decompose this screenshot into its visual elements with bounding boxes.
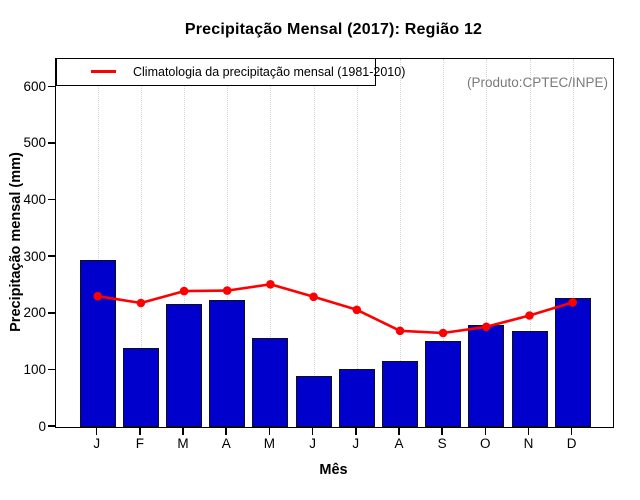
x-tick-label: A — [221, 436, 231, 451]
grid-line — [399, 59, 401, 427]
grid-line — [97, 59, 99, 427]
x-tick-label: J — [352, 436, 360, 451]
bar-A-4 — [209, 299, 246, 427]
grid-line — [529, 59, 531, 427]
x-tick-label: M — [263, 436, 276, 451]
x-tick-label: N — [523, 436, 534, 451]
x-tick-label: F — [135, 436, 144, 451]
climatology-point — [395, 326, 405, 336]
x-tick-label: D — [566, 436, 577, 451]
y-tick — [48, 312, 55, 314]
grid-line — [313, 59, 315, 427]
climatology-line — [97, 283, 574, 335]
y-tick-label: 200 — [23, 305, 46, 321]
plot-area: Climatologia da precipitação mensal (198… — [55, 57, 614, 428]
x-tick — [225, 427, 227, 435]
y-tick-label: 500 — [23, 135, 46, 151]
y-tick-label: 100 — [23, 361, 46, 377]
grid-line — [140, 59, 142, 427]
y-tick — [48, 142, 55, 144]
bar-M-5 — [252, 338, 289, 427]
product-annotation: (Produto:CPTEC/INPE) — [466, 75, 608, 90]
bar-J-1 — [79, 259, 116, 427]
x-tick — [182, 427, 184, 435]
grid-line — [184, 59, 186, 427]
legend-box: Climatologia da precipitação mensal (198… — [56, 57, 405, 86]
y-tick-label: 400 — [23, 192, 46, 208]
climatology-point — [222, 286, 232, 295]
y-tick-label: 0 — [38, 418, 46, 434]
x-tick-label: J — [93, 436, 101, 451]
gridlines-layer — [56, 59, 613, 427]
climatology-point — [438, 328, 448, 338]
bar-D-12 — [554, 298, 591, 427]
grid-line — [443, 59, 445, 427]
x-tick-label: J — [309, 436, 316, 451]
x-tick — [268, 427, 271, 435]
y-tick — [48, 255, 55, 257]
y-tick — [48, 425, 55, 427]
climatology-point — [482, 322, 491, 332]
legend-line-swatch — [91, 70, 116, 73]
x-tick — [139, 427, 141, 435]
climatology-point — [266, 280, 275, 289]
climatology-line-layer — [93, 280, 577, 338]
y-tick-label: 300 — [23, 248, 46, 264]
climatology-point — [136, 298, 146, 308]
bar-A-8 — [381, 361, 418, 427]
bar-J-7 — [338, 369, 375, 427]
x-tick — [527, 427, 530, 435]
x-tick — [484, 427, 487, 435]
y-tick — [48, 198, 55, 201]
y-tick — [48, 85, 55, 88]
bar-S-9 — [425, 340, 462, 427]
grid-line — [227, 59, 229, 427]
grid-line — [572, 59, 574, 427]
x-tick-label: O — [480, 436, 491, 451]
x-tick — [355, 427, 357, 435]
climatology-point — [352, 305, 362, 315]
bar-O-10 — [468, 324, 505, 427]
bar-M-3 — [166, 304, 203, 427]
bar-J-6 — [295, 376, 332, 427]
x-axis-title: Mês — [319, 462, 348, 478]
bars-layer — [56, 59, 613, 427]
climatology-point — [309, 292, 318, 302]
grid-line — [270, 59, 272, 427]
x-tick-label: M — [177, 436, 189, 451]
climatology-point — [568, 298, 577, 307]
x-tick-label: S — [437, 436, 447, 451]
legend-label: Climatologia da precipitação mensal (198… — [133, 64, 406, 79]
climatology-point — [179, 286, 189, 296]
grid-line — [356, 59, 358, 427]
x-tick — [441, 427, 443, 435]
x-tick — [398, 427, 400, 435]
bar-F-2 — [122, 347, 159, 427]
climatology-point — [525, 311, 534, 320]
x-tick — [311, 427, 314, 435]
x-tick-label: A — [394, 436, 404, 451]
bar-N-11 — [511, 331, 548, 427]
y-tick-label: 600 — [23, 78, 46, 94]
grid-line — [486, 59, 488, 427]
climatology-point — [93, 291, 102, 301]
chart-title: Precipitação Mensal (2017): Região 12 — [184, 21, 483, 38]
x-tick — [570, 427, 573, 435]
x-tick — [95, 427, 98, 435]
y-tick — [48, 368, 55, 371]
